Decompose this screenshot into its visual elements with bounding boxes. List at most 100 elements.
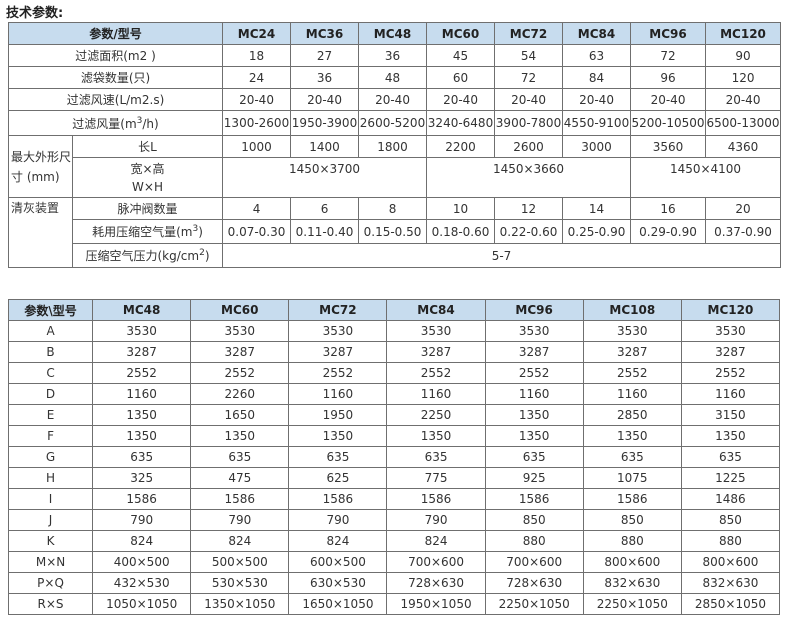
- value-cell: 84: [562, 66, 632, 89]
- table-row: D 1160 2260 1160 1160 1160 1160 1160: [7, 383, 781, 405]
- value-cell: 1160: [386, 383, 486, 405]
- value-cell: 1350: [92, 404, 192, 426]
- value-cell: 2552: [484, 362, 584, 384]
- value-cell: 700×600: [386, 551, 486, 573]
- value-cell: 0.07-0.30: [222, 219, 292, 244]
- value-cell: 96: [630, 66, 707, 89]
- value-cell: 800×600: [582, 551, 682, 573]
- value-cell: 832×630: [582, 572, 682, 594]
- value-cell: 3530: [680, 320, 781, 342]
- value-cell: 600×500: [288, 551, 388, 573]
- value-cell: 3000: [562, 135, 632, 158]
- value-cell: 3287: [582, 341, 682, 363]
- value-cell: 1350: [190, 425, 290, 447]
- value-cell: 500×500: [190, 551, 290, 573]
- value-cell: 1450×4100: [630, 157, 782, 198]
- value-cell: 2850×1050: [680, 593, 781, 615]
- value-cell: 2552: [386, 362, 486, 384]
- value-cell: 2552: [582, 362, 682, 384]
- value-cell: 1650×1050: [288, 593, 388, 615]
- value-cell: 3150: [680, 404, 781, 426]
- header-label: 参数\型号: [7, 299, 94, 321]
- value-cell: 6: [290, 197, 360, 220]
- value-cell: 728×630: [386, 572, 486, 594]
- value-cell: 635: [582, 446, 682, 468]
- value-cell: 3560: [630, 135, 707, 158]
- value-cell: 20-40: [705, 88, 782, 111]
- value-cell: 2552: [190, 362, 290, 384]
- value-cell: 1050×1050: [92, 593, 192, 615]
- value-cell: 3287: [386, 341, 486, 363]
- value-cell: 1586: [484, 488, 584, 510]
- value-cell: 1225: [680, 467, 781, 489]
- value-cell: 0.25-0.90: [562, 219, 632, 244]
- value-cell: 3530: [386, 320, 486, 342]
- value-cell: 1586: [288, 488, 388, 510]
- value-cell: 1950: [288, 404, 388, 426]
- label-text: 耗用压缩空气量(m: [92, 225, 193, 239]
- value-cell: 790: [190, 509, 290, 531]
- value-cell: 432×530: [92, 572, 192, 594]
- value-cell: 700×600: [484, 551, 584, 573]
- value-cell: 1075: [582, 467, 682, 489]
- value-cell: 2850: [582, 404, 682, 426]
- value-cell: 0.18-0.60: [426, 219, 496, 244]
- row-label: 宽×高 W×H: [71, 157, 224, 198]
- value-cell: 20: [705, 197, 782, 220]
- value-cell: 8: [358, 197, 428, 220]
- label-text: ): [204, 249, 210, 263]
- label-text: 过滤风量(m: [72, 116, 137, 131]
- value-cell: 1650: [190, 404, 290, 426]
- table-row: 清灰装置 脉冲阀数量 4 6 8 10 12 14 16 20: [8, 197, 782, 268]
- value-cell: 925: [484, 467, 584, 489]
- value-cell: 36: [358, 44, 428, 67]
- value-cell: 1160: [484, 383, 584, 405]
- row-label: H: [7, 467, 94, 489]
- value-cell: 1350: [386, 425, 486, 447]
- dim-group-label: 最大外形尺寸 (mm): [8, 135, 73, 198]
- table-row: C 2552 2552 2552 2552 2552 2552 2552: [7, 362, 781, 384]
- label-text: 压缩空气压力(kg/cm: [85, 249, 200, 263]
- table-row: 压缩空气压力(kg/cm2) 5-7: [9, 243, 782, 268]
- row-label: 滤袋数量(只): [7, 66, 224, 89]
- value-cell: 3530: [582, 320, 682, 342]
- table-row: G 635 635 635 635 635 635 635: [7, 446, 781, 468]
- value-cell: 72: [494, 66, 564, 89]
- value-cell: 2250: [386, 404, 486, 426]
- value-cell: 800×600: [680, 551, 781, 573]
- value-cell: 20-40: [494, 88, 564, 111]
- row-label: P×Q: [7, 572, 94, 594]
- model-header: MC108: [582, 299, 682, 321]
- value-cell: 728×630: [484, 572, 584, 594]
- table-row: P×Q 432×530 530×530 630×530 728×630 728×630 83…: [7, 572, 781, 594]
- value-cell: 1160: [92, 383, 192, 405]
- model-header: MC60: [426, 22, 496, 45]
- value-cell: 20-40: [358, 88, 428, 111]
- value-cell: 635: [190, 446, 290, 468]
- value-cell: 5-7: [222, 243, 782, 268]
- value-cell: 824: [190, 530, 290, 552]
- value-cell: 1350: [288, 425, 388, 447]
- value-cell: 1350: [680, 425, 781, 447]
- value-cell: 1586: [386, 488, 486, 510]
- model-header: MC72: [288, 299, 388, 321]
- label-superscript: 3: [192, 224, 199, 234]
- value-cell: 2600: [494, 135, 564, 158]
- table-row: 过滤风速(L/m2.s) 20-40 20-40 20-40 20-40 20-40 20-…: [7, 88, 782, 111]
- label-text: ): [198, 225, 203, 239]
- table-row: K 824 824 824 824 880 880 880: [7, 530, 781, 552]
- row-label: K: [7, 530, 94, 552]
- table-row: R×S 1050×1050 1350×1050 1650×1050 1950×1050 2…: [7, 593, 781, 615]
- value-cell: 2552: [288, 362, 388, 384]
- table-row: B 3287 3287 3287 3287 3287 3287 3287: [7, 341, 781, 363]
- value-cell: 850: [582, 509, 682, 531]
- value-cell: 1450×3660: [426, 157, 632, 198]
- row-label: 过滤风速(L/m2.s): [7, 88, 224, 111]
- row-label: 压缩空气压力(kg/cm2): [71, 243, 224, 268]
- value-cell: 1450×3700: [222, 157, 428, 198]
- value-cell: 1160: [288, 383, 388, 405]
- value-cell: 3287: [680, 341, 781, 363]
- value-cell: 635: [288, 446, 388, 468]
- value-cell: 880: [680, 530, 781, 552]
- value-cell: 3287: [288, 341, 388, 363]
